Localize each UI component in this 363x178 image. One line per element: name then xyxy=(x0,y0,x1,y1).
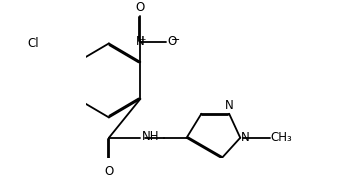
Text: N: N xyxy=(136,35,145,48)
Text: N: N xyxy=(241,131,250,144)
Text: NH: NH xyxy=(141,130,159,143)
Text: O: O xyxy=(104,165,114,178)
Text: O: O xyxy=(136,1,145,14)
Text: +: + xyxy=(138,35,146,44)
Text: Cl: Cl xyxy=(28,37,39,50)
Text: N: N xyxy=(225,100,233,112)
Text: O: O xyxy=(167,35,176,48)
Text: −: − xyxy=(171,35,180,45)
Text: CH₃: CH₃ xyxy=(271,131,293,144)
